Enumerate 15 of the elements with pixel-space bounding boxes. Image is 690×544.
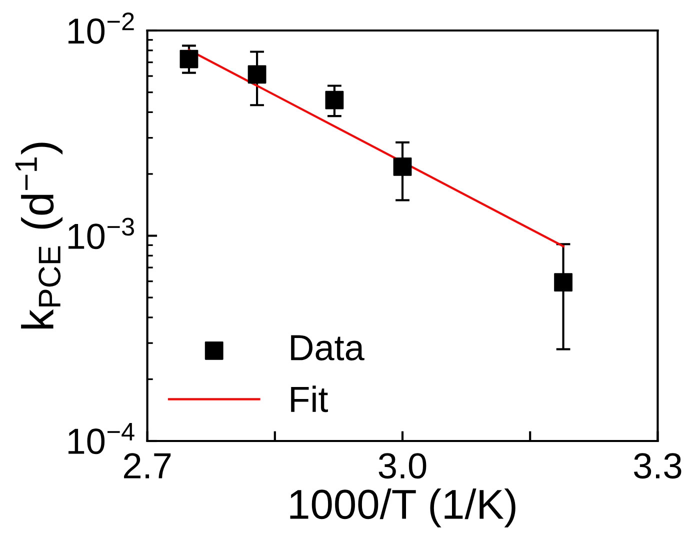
point [180, 50, 198, 68]
legend-label: Data [291, 335, 364, 360]
point [393, 157, 412, 176]
point [325, 90, 344, 110]
x-tick-label: 3.0 [378, 453, 426, 479]
x-axis-title: 1000/T (1/K) [290, 488, 516, 528]
point [554, 273, 572, 292]
y-axis-title: k$_{PCE}$ (d$^{−1}$) [15, 142, 62, 329]
y-tick-label: 10$^{−3}$ [68, 218, 134, 250]
point [248, 65, 266, 84]
x-tick-label: 2.7 [124, 453, 171, 478]
x-tick-label: 3.3 [634, 453, 682, 479]
y-tick-label: 10$^{−4}$ [68, 423, 134, 454]
legend-label: Fit [291, 386, 328, 412]
y-tick-label: 10$^{−2}$ [68, 12, 134, 44]
